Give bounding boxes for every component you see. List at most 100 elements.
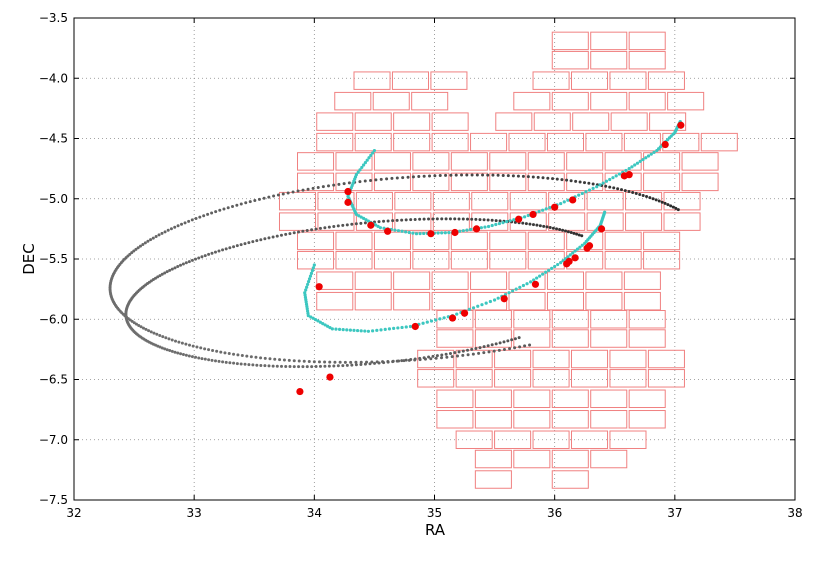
footprint-tile: [316, 291, 354, 311]
track-point: [569, 179, 573, 183]
track-point: [377, 361, 381, 365]
track-point: [444, 352, 448, 356]
visible-point: [468, 227, 473, 232]
footprint-tile: [604, 250, 642, 270]
visible-point: [308, 274, 313, 278]
track-point: [438, 174, 442, 178]
track-point: [262, 196, 266, 200]
footprint-tile: [373, 250, 411, 270]
track-point: [382, 361, 386, 365]
track-point: [232, 352, 236, 356]
visible-point: [411, 231, 415, 235]
footprint-tile: [546, 271, 585, 290]
track-point: [332, 225, 336, 229]
footprint-tile: [585, 291, 623, 311]
track-point: [323, 226, 327, 230]
detection-point: [677, 121, 685, 129]
track-point: [482, 351, 486, 355]
track-point: [327, 364, 331, 368]
visible-point: [354, 212, 358, 217]
track-point: [660, 200, 664, 204]
footprint-tile: [432, 212, 470, 231]
visible-point: [393, 228, 397, 232]
track-point: [444, 217, 448, 221]
footprint-tile: [628, 410, 666, 429]
track-point: [197, 356, 201, 360]
track-point: [245, 354, 249, 358]
track-point: [474, 346, 478, 350]
visible-point: [355, 328, 360, 333]
track-point: [591, 182, 595, 186]
y-axis-label: DEC: [20, 243, 38, 275]
footprint-tile: [513, 449, 551, 469]
footprint-tile: [436, 389, 474, 409]
track-point: [248, 200, 252, 204]
track-point: [247, 241, 251, 245]
track-point: [428, 174, 432, 178]
track-point: [200, 255, 204, 259]
track-point: [486, 344, 490, 348]
track-point: [457, 217, 461, 221]
track-point: [669, 204, 673, 208]
track-point: [173, 350, 177, 354]
visible-point: [337, 327, 342, 331]
track-point: [251, 240, 255, 244]
visible-point: [525, 282, 529, 286]
track-point: [418, 217, 422, 221]
track-point: [170, 349, 174, 353]
track-point: [542, 224, 546, 228]
footprint-tile: [551, 329, 589, 348]
track-point: [341, 223, 345, 227]
footprint-tile: [546, 291, 585, 311]
track-point: [359, 221, 363, 225]
track-point: [350, 222, 354, 226]
detection-point: [500, 295, 508, 303]
footprint-tile: [316, 271, 354, 290]
visible-point: [490, 223, 494, 228]
detection-point: [326, 373, 334, 381]
y-tick-label: −6.5: [39, 373, 68, 387]
footprint-tile: [513, 389, 551, 409]
detection-point: [344, 198, 352, 206]
track-point: [130, 251, 134, 255]
visible-point: [383, 327, 387, 331]
footprint-tile: [508, 132, 546, 152]
track-point: [400, 359, 404, 363]
track-point: [409, 218, 413, 222]
footprint-tile: [373, 172, 411, 192]
track-point: [240, 354, 244, 358]
visible-point: [559, 261, 563, 265]
footprint-tile: [450, 231, 488, 251]
detection-point: [472, 225, 481, 233]
footprint-tile: [548, 191, 586, 211]
track-point: [166, 228, 170, 232]
footprint-tile: [474, 449, 512, 469]
visible-point: [404, 325, 408, 329]
track-point: [190, 218, 194, 222]
visible-point: [633, 163, 637, 167]
track-point: [165, 270, 169, 274]
track-point: [531, 223, 535, 227]
track-point: [180, 341, 184, 345]
track-point: [345, 363, 349, 367]
track-point: [224, 247, 228, 251]
visible-point: [312, 263, 316, 267]
track-point: [390, 176, 394, 180]
footprint-tile: [609, 369, 647, 388]
footprint-tile: [513, 410, 551, 429]
visible-point: [365, 158, 369, 162]
footprint-tile: [450, 250, 488, 270]
track-point: [369, 178, 373, 182]
footprint-tile: [551, 389, 589, 409]
visible-point: [568, 253, 572, 257]
track-point: [306, 187, 310, 191]
track-point: [498, 341, 502, 345]
track-point: [461, 349, 465, 353]
track-point: [170, 267, 174, 271]
visible-point: [591, 186, 595, 190]
footprint-tile: [681, 172, 719, 192]
visible-point: [408, 324, 413, 329]
track-point: [311, 186, 315, 190]
track-point: [271, 235, 275, 239]
footprint-tile: [372, 91, 410, 111]
